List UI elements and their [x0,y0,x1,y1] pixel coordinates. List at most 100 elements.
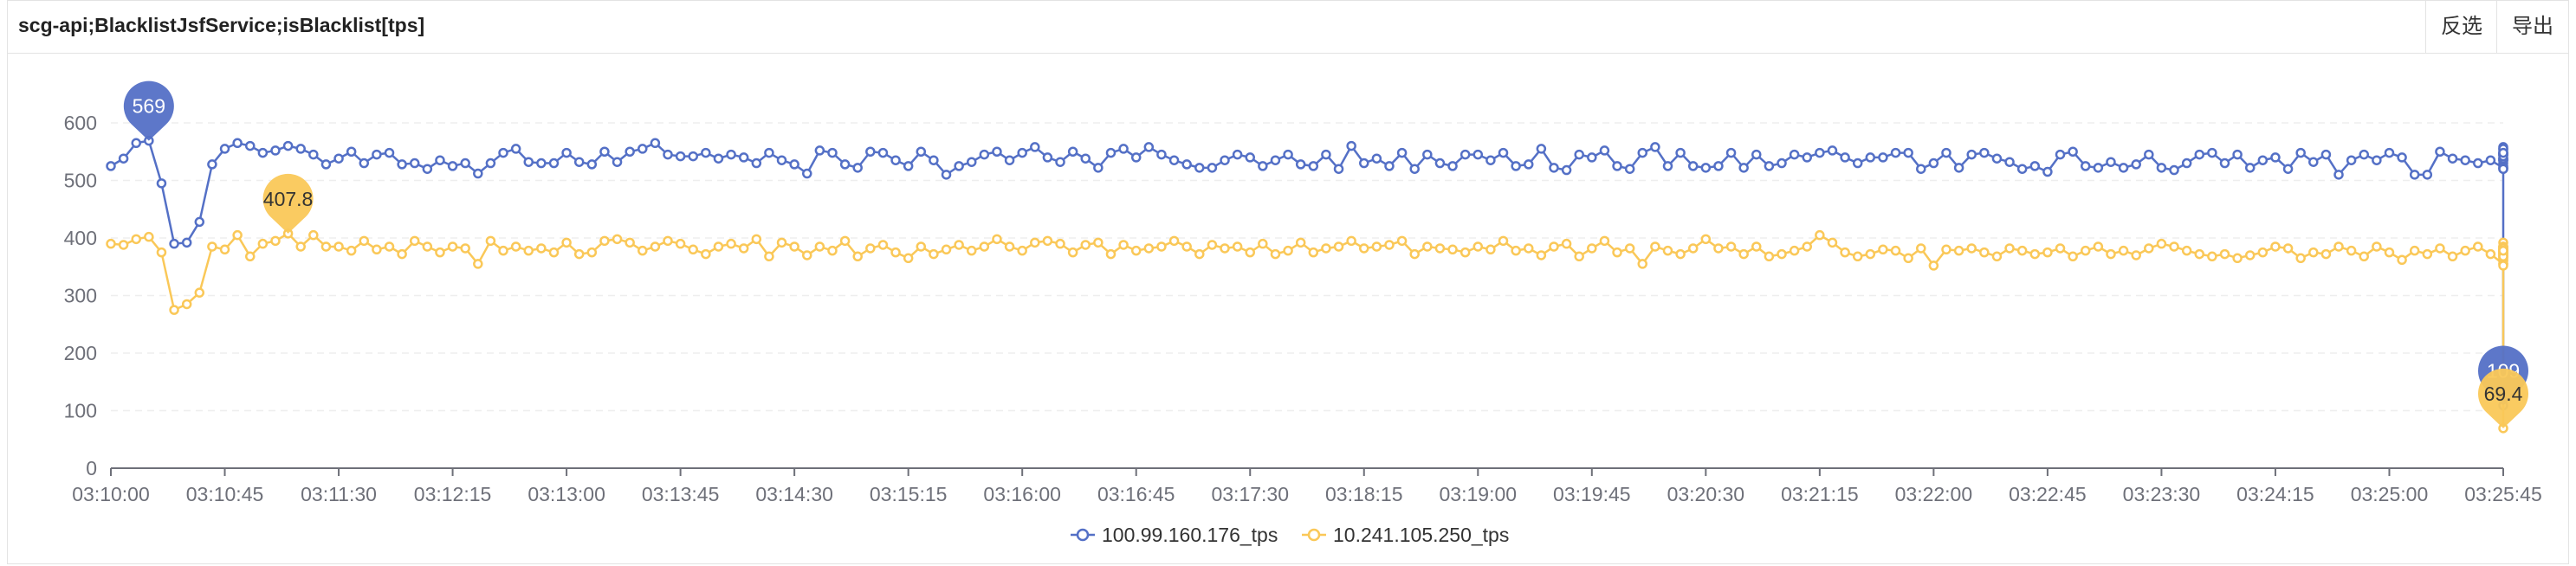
data-point [688,244,698,255]
data-point [1840,247,1850,258]
data-point [1561,164,1572,176]
series-line-1 [110,139,2505,406]
data-point [1168,235,1180,247]
data-point [2308,247,2319,258]
data-point [1017,245,1027,256]
data-point [839,235,851,247]
data-point [409,235,420,247]
data-point [2333,170,2344,180]
data-point [1258,238,1268,249]
data-point [2169,164,2179,176]
data-point [1865,152,1876,163]
data-point [359,158,370,169]
data-point [422,164,433,174]
data-point [1498,235,1509,247]
data-point [751,158,762,169]
data-point [2118,245,2129,256]
data-point [586,159,598,170]
data-point [1346,235,1356,247]
data-point [359,235,370,247]
legend-marker-icon [1076,528,1090,542]
data-point [131,138,141,149]
data-point [106,238,116,249]
data-point [2093,241,2104,252]
data-point [2320,149,2332,160]
data-point [1283,149,1293,160]
data-point [2131,250,2141,260]
data-point [1434,158,1446,169]
data-point [1093,237,1104,248]
data-point [1194,163,1205,173]
data-point [397,159,407,170]
data-point [764,147,774,158]
x-tick-label: 03:16:00 [983,483,1061,505]
data-point [2232,253,2243,264]
data-point [194,216,205,228]
data-point [1472,241,1484,252]
data-point [1878,152,1888,163]
data-point [2435,243,2445,254]
data-point [422,241,433,252]
data-point [966,157,977,167]
data-point [625,146,635,157]
data-point [1624,243,1635,254]
data-point [2244,163,2256,173]
data-point [1067,146,1078,157]
data-point [573,157,585,167]
data-point [789,159,799,170]
data-point [1472,149,1484,160]
data-point [1333,241,1344,252]
data-point [827,245,838,256]
data-point [2169,241,2179,252]
data-point [1852,158,1863,169]
data-point [713,153,724,164]
x-tick-label: 03:21:15 [1781,483,1859,505]
y-tick-label: 100 [64,400,97,422]
data-point [814,241,825,252]
marker-label: 407.8 [263,188,314,210]
data-point [2270,152,2281,163]
data-point [1283,245,1293,256]
y-tick-label: 600 [64,112,97,134]
data-point [2447,153,2458,164]
data-point [738,243,749,254]
data-point [1422,149,1433,160]
data-point [1612,161,1622,171]
export-button[interactable]: 导出 [2496,1,2568,53]
data-point [2333,241,2344,252]
x-tick-label: 03:18:15 [1325,483,1403,505]
data-point [384,241,395,252]
data-point [2219,158,2230,169]
data-point [1713,161,1724,171]
data-point [2257,247,2269,258]
data-point [1764,251,1775,262]
data-point [1295,159,1306,170]
data-point [2194,149,2205,160]
data-point [1751,149,1762,160]
data-point [485,158,496,169]
data-point [890,247,901,258]
data-point [1599,235,1610,247]
x-tick-label: 03:15:15 [870,483,948,505]
data-point [1396,235,1408,247]
data-point [1156,149,1167,160]
data-point [1295,237,1306,248]
marker-pin [262,173,314,234]
legend-item-2: 10.241.105.250_tps [1333,524,1509,546]
data-point [181,299,192,310]
data-point [1156,241,1167,252]
data-point [1207,163,1218,173]
data-point [916,146,927,157]
data-point [1890,147,1901,158]
data-point [675,238,686,249]
data-point [1561,238,1572,249]
data-point [1321,243,1331,254]
data-point [207,159,217,170]
data-point [2042,166,2053,177]
data-point [1067,247,1078,258]
data-point [106,161,116,171]
data-point [2106,157,2116,167]
invert-selection-button[interactable]: 反选 [2425,1,2497,53]
data-point [1523,243,1534,254]
data-point [2131,159,2141,170]
